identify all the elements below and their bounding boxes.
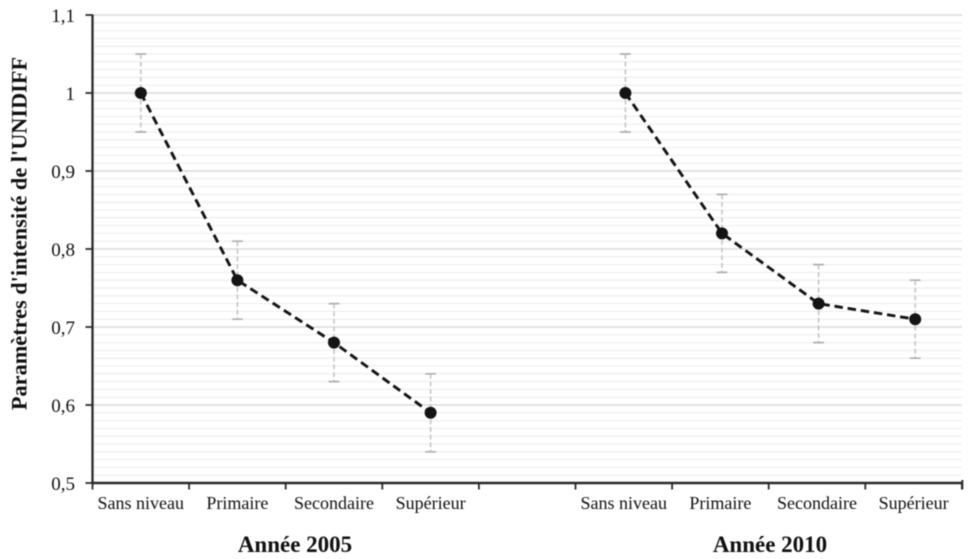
svg-text:0,6: 0,6 <box>51 396 75 417</box>
svg-text:Supérieur: Supérieur <box>396 493 466 513</box>
svg-text:0,5: 0,5 <box>51 474 75 495</box>
svg-text:0,8: 0,8 <box>51 240 75 261</box>
svg-text:Année 2010: Année 2010 <box>713 532 827 557</box>
svg-text:0,9: 0,9 <box>51 162 75 183</box>
svg-text:1: 1 <box>66 84 76 105</box>
svg-text:Sans niveau: Sans niveau <box>581 493 667 513</box>
svg-text:Paramètres d'intensité de l'UN: Paramètres d'intensité de l'UNIDIFF <box>7 57 32 410</box>
svg-text:Secondaire: Secondaire <box>294 493 374 513</box>
svg-text:Sans niveau: Sans niveau <box>98 493 184 513</box>
svg-text:Année 2005: Année 2005 <box>238 532 352 557</box>
svg-text:1,1: 1,1 <box>51 6 75 27</box>
svg-text:Primaire: Primaire <box>206 493 268 513</box>
svg-text:Supérieur: Supérieur <box>879 493 949 513</box>
svg-text:0,7: 0,7 <box>51 318 75 339</box>
svg-text:Secondaire: Secondaire <box>777 493 857 513</box>
svg-text:Primaire: Primaire <box>689 493 751 513</box>
